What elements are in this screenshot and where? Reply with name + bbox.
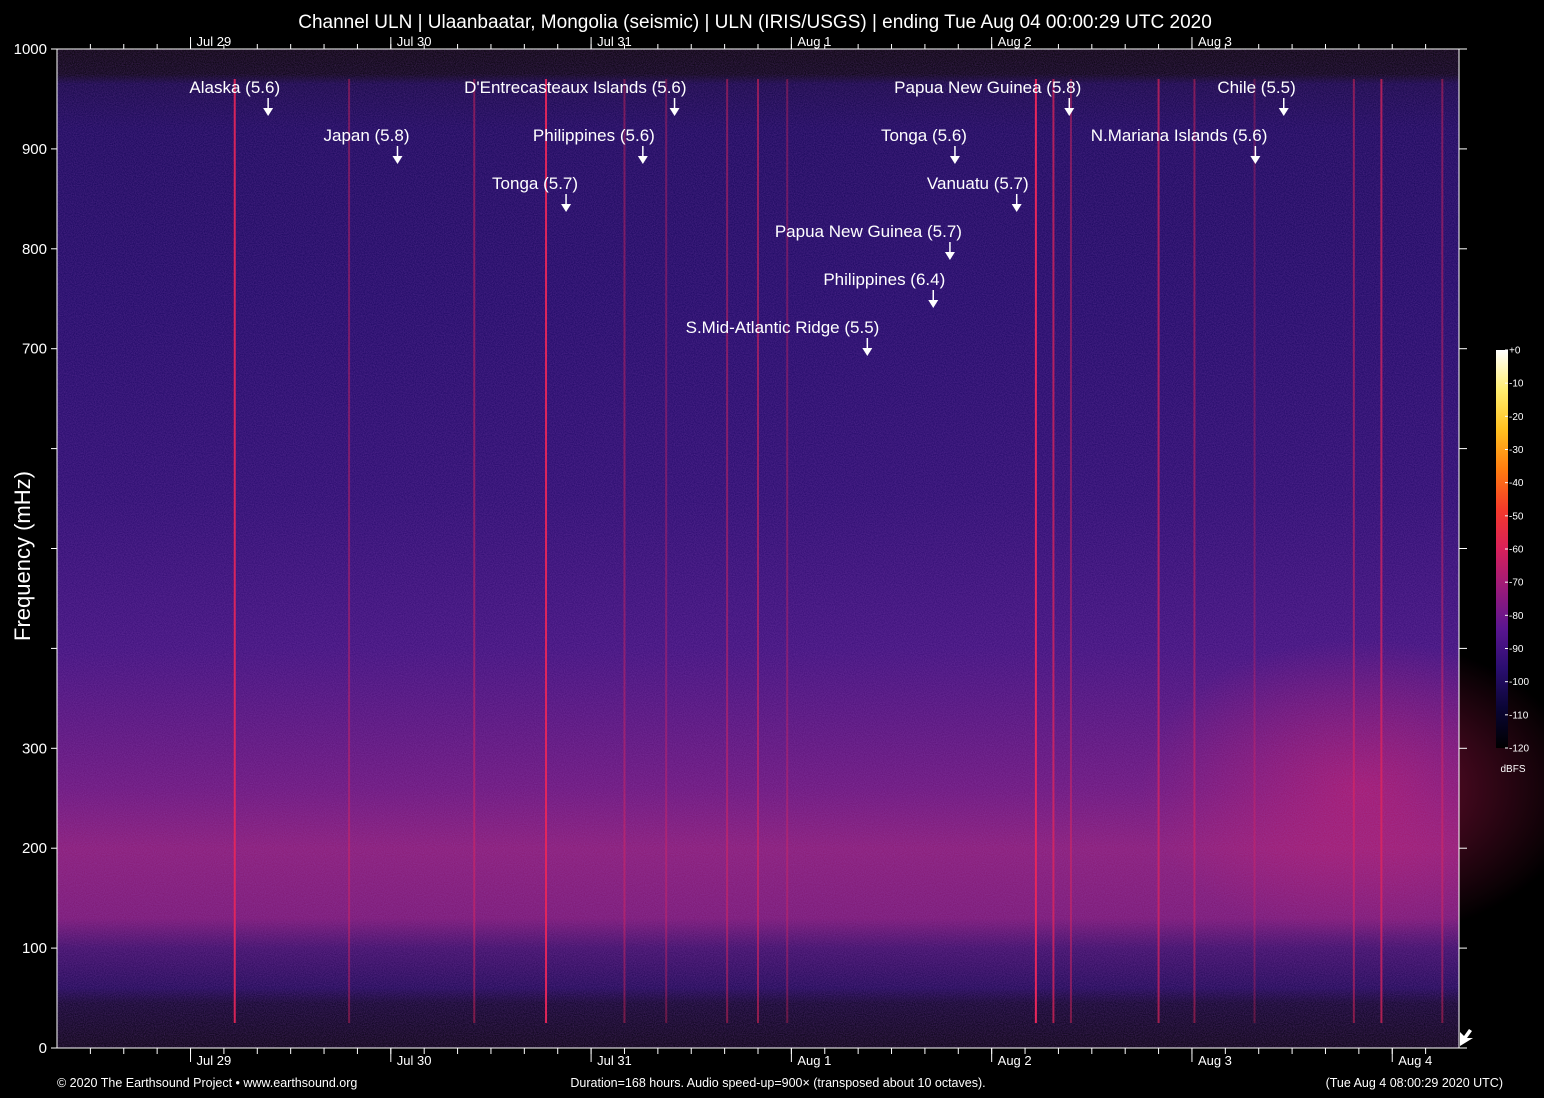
event-label: Philippines (6.4) <box>823 270 945 289</box>
event-label: Japan (5.8) <box>323 126 409 145</box>
colorbar-tick-label: -110 <box>1509 710 1529 721</box>
event-label: Alaska (5.6) <box>189 78 280 97</box>
colorbar: +0 -10 -20 -30 -40 -50 -60 -70 -80 -90 -100 -110 -12… <box>1496 346 1529 775</box>
event-arrow-head <box>1011 204 1022 212</box>
event-label: S.Mid-Atlantic Ridge (5.5) <box>686 318 880 337</box>
colorbar-tick-label: -60 <box>1509 545 1524 556</box>
axes: 0 100 200 300 700 800 900 1000 Jul 29 Jul 30 Jul 3… <box>14 34 1473 1068</box>
colorbar-tick-label: +0 <box>1509 346 1521 357</box>
event-annotation: Papua New Guinea (5.7) <box>775 222 962 260</box>
y-tick-label: 1000 <box>14 41 47 58</box>
event-annotation: Vanuatu (5.7) <box>927 174 1029 212</box>
event-label: D'Entrecasteaux Islands (5.6) <box>464 78 686 97</box>
earthquake-annotations: Alaska (5.6) D'Entrecasteaux Islands (5.6… <box>189 78 1296 356</box>
y-tick-label: 0 <box>39 1040 47 1057</box>
x-day-label: Jul 31 <box>597 1053 632 1068</box>
colorbar-tick-label: -70 <box>1509 578 1524 589</box>
event-label: Tonga (5.7) <box>492 174 578 193</box>
chart-title: Channel ULN | Ulaanbaatar, Mongolia (sei… <box>298 12 1212 33</box>
event-arrow-head <box>928 300 939 308</box>
x-day-label: Jul 30 <box>397 1053 432 1068</box>
event-annotation: Philippines (6.4) <box>823 270 945 308</box>
x-day-label-top: Aug 3 <box>1198 34 1232 49</box>
y-tick-label: 700 <box>22 341 47 358</box>
colorbar-tick-label: -80 <box>1509 611 1524 622</box>
event-label: Papua New Guinea (5.7) <box>775 222 962 241</box>
y-tick-label: 100 <box>22 940 47 957</box>
y-tick-label: 800 <box>22 241 47 258</box>
event-arrow-head <box>862 348 873 356</box>
x-day-label-top: Jul 30 <box>397 34 432 49</box>
event-arrow-head <box>561 204 572 212</box>
colorbar-tick-label: -40 <box>1509 478 1524 489</box>
event-label: N.Mariana Islands (5.6) <box>1091 126 1268 145</box>
event-arrow-head <box>669 108 680 116</box>
y-tick-label: 300 <box>22 740 47 757</box>
x-day-label-top: Aug 1 <box>797 34 831 49</box>
event-label: Chile (5.5) <box>1217 78 1295 97</box>
y-tick-label: 200 <box>22 840 47 857</box>
x-day-label: Jul 29 <box>197 1053 232 1068</box>
event-label: Philippines (5.6) <box>533 126 655 145</box>
event-arrow-head <box>949 156 960 164</box>
event-annotation: Papua New Guinea (5.8) <box>894 78 1081 116</box>
colorbar-tick-label: -50 <box>1509 511 1524 522</box>
event-arrow-head <box>263 108 274 116</box>
x-day-label-top: Aug 2 <box>998 34 1032 49</box>
x-day-label: Aug 3 <box>1198 1053 1232 1068</box>
event-annotation: Tonga (5.7) <box>492 174 578 212</box>
footer-duration: Duration=168 hours. Audio speed-up=900× … <box>570 1076 985 1090</box>
event-arrow-head <box>944 252 955 260</box>
footer-copyright: © 2020 The Earthsound Project • www.eart… <box>57 1076 357 1090</box>
event-label: Tonga (5.6) <box>881 126 967 145</box>
x-day-label: Aug 4 <box>1398 1053 1432 1068</box>
event-annotation: D'Entrecasteaux Islands (5.6) <box>464 78 687 116</box>
y-axis-label: Frequency (mHz) <box>10 471 35 641</box>
colorbar-tick-label: -10 <box>1509 379 1524 390</box>
event-arrow-head <box>1250 156 1261 164</box>
event-arrow-head <box>392 156 403 164</box>
plot-area <box>57 49 1544 1048</box>
x-day-label-top: Jul 29 <box>197 34 232 49</box>
event-annotation: Chile (5.5) <box>1217 78 1296 116</box>
event-annotation: Philippines (5.6) <box>533 126 655 164</box>
event-annotation: N.Mariana Islands (5.6) <box>1091 126 1268 164</box>
event-label: Vanuatu (5.7) <box>927 174 1029 193</box>
event-arrow-head <box>1278 108 1289 116</box>
colorbar-tick-label: -90 <box>1509 644 1524 655</box>
colorbar-tick-label: -20 <box>1509 412 1524 423</box>
colorbar-unit: dBFS <box>1500 764 1525 775</box>
x-day-label: Aug 2 <box>998 1053 1032 1068</box>
event-arrow-head <box>637 156 648 164</box>
event-arrow-head <box>1064 108 1075 116</box>
event-label: Papua New Guinea (5.8) <box>894 78 1081 97</box>
footer-timestamp: (Tue Aug 4 08:00:29 2020 UTC) <box>1326 1076 1503 1090</box>
cursor-icon <box>1460 1029 1473 1046</box>
colorbar-tick-label: -30 <box>1509 445 1524 456</box>
colorbar-tick-label: -100 <box>1509 677 1529 688</box>
y-tick-label: 900 <box>22 141 47 158</box>
event-annotation: S.Mid-Atlantic Ridge (5.5) <box>686 318 880 356</box>
colorbar-tick-label: -120 <box>1509 744 1529 755</box>
x-day-label: Aug 1 <box>797 1053 831 1068</box>
event-annotation: Alaska (5.6) <box>189 78 280 116</box>
x-day-label-top: Jul 31 <box>597 34 632 49</box>
event-annotation: Japan (5.8) <box>323 126 409 164</box>
event-annotation: Tonga (5.6) <box>881 126 967 164</box>
